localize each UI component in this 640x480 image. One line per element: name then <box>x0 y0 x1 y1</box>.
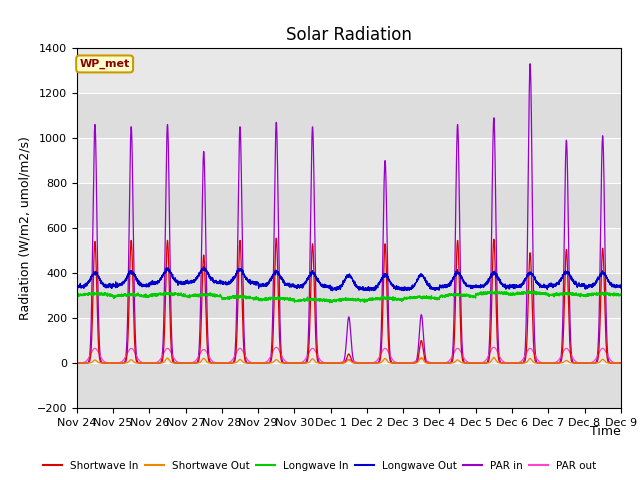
PAR out <box>490 344 498 350</box>
PAR in <box>328 360 336 366</box>
PAR out <box>617 360 625 366</box>
Longwave Out <box>441 283 449 289</box>
Shortwave Out <box>616 360 624 366</box>
Longwave Out <box>471 283 479 289</box>
PAR out <box>171 356 179 362</box>
Line: PAR in: PAR in <box>77 64 621 363</box>
Longwave In <box>617 291 625 297</box>
Bar <box>77 183 621 228</box>
Shortwave In <box>73 360 81 366</box>
Longwave Out <box>329 286 337 291</box>
Shortwave In <box>327 360 335 366</box>
Longwave Out <box>171 277 179 283</box>
Longwave In <box>441 293 449 299</box>
PAR out <box>441 360 449 366</box>
Longwave In <box>329 298 337 304</box>
Shortwave In <box>471 360 479 366</box>
PAR out <box>73 360 81 366</box>
PAR in <box>73 360 81 366</box>
Shortwave Out <box>73 360 81 366</box>
Shortwave Out <box>502 360 509 366</box>
Bar <box>77 138 621 183</box>
Shortwave Out <box>617 360 625 366</box>
PAR in <box>441 360 449 366</box>
Line: Longwave Out: Longwave Out <box>77 267 621 291</box>
Text: Time: Time <box>590 425 621 438</box>
Shortwave In <box>329 360 337 366</box>
Longwave Out <box>617 285 625 291</box>
Shortwave In <box>273 235 280 241</box>
Text: WP_met: WP_met <box>79 59 130 69</box>
Bar <box>77 273 621 318</box>
Line: Shortwave Out: Shortwave Out <box>77 358 621 363</box>
Y-axis label: Radiation (W/m2, umol/m2/s): Radiation (W/m2, umol/m2/s) <box>18 136 31 320</box>
Longwave In <box>73 293 81 299</box>
PAR in <box>617 360 625 366</box>
PAR out <box>327 360 335 366</box>
Longwave Out <box>73 281 81 287</box>
PAR out <box>329 360 337 366</box>
Shortwave Out <box>328 360 336 366</box>
Shortwave In <box>171 360 179 366</box>
Legend: Shortwave In, Shortwave Out, Longwave In, Longwave Out, PAR in, PAR out: Shortwave In, Shortwave Out, Longwave In… <box>39 456 601 475</box>
PAR in <box>436 360 444 366</box>
Longwave In <box>171 291 179 297</box>
PAR out <box>471 360 479 366</box>
Bar <box>77 48 621 93</box>
Shortwave In <box>502 360 509 366</box>
PAR in <box>616 360 624 366</box>
Bar <box>77 363 621 408</box>
Shortwave In <box>441 360 449 366</box>
Longwave In <box>524 288 532 293</box>
Bar <box>77 318 621 363</box>
PAR out <box>502 360 509 365</box>
Title: Solar Radiation: Solar Radiation <box>286 25 412 44</box>
Line: Longwave In: Longwave In <box>77 290 621 303</box>
Shortwave Out <box>490 355 498 360</box>
PAR out <box>616 360 624 366</box>
PAR in <box>171 360 179 365</box>
Shortwave Out <box>471 360 479 366</box>
Longwave In <box>471 294 479 300</box>
Longwave Out <box>200 264 207 270</box>
Shortwave Out <box>580 360 588 366</box>
Shortwave Out <box>171 360 179 366</box>
Bar <box>77 93 621 138</box>
Longwave In <box>502 292 509 298</box>
Shortwave In <box>617 360 625 366</box>
Longwave Out <box>502 284 509 290</box>
Longwave Out <box>365 288 373 294</box>
Bar <box>77 228 621 273</box>
Longwave In <box>326 300 333 306</box>
Line: Shortwave In: Shortwave In <box>77 238 621 363</box>
Shortwave In <box>616 360 624 366</box>
Shortwave Out <box>440 360 448 366</box>
PAR in <box>502 360 509 366</box>
PAR in <box>526 61 534 67</box>
Longwave In <box>616 291 624 297</box>
Line: PAR out: PAR out <box>77 347 621 363</box>
PAR in <box>471 360 479 366</box>
Longwave Out <box>616 282 624 288</box>
